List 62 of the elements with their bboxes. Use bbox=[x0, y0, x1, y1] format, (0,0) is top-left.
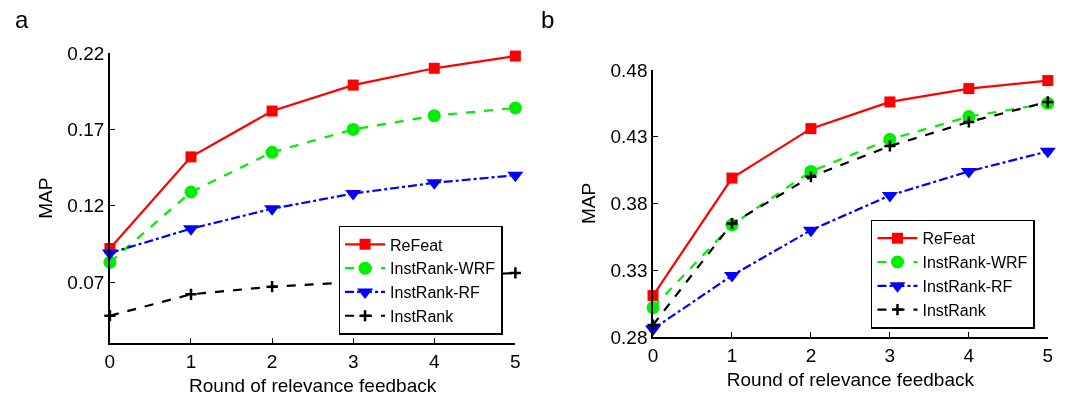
point bbox=[266, 105, 278, 117]
point bbox=[346, 122, 360, 136]
legend-label: InstRank-WRF bbox=[922, 254, 1028, 272]
x-axis-title: Round of relevance feedback bbox=[726, 368, 975, 390]
point bbox=[508, 101, 522, 115]
x-tick-label: 3 bbox=[884, 344, 896, 366]
point bbox=[802, 226, 819, 238]
x-tick-label: 4 bbox=[963, 344, 975, 366]
point bbox=[883, 139, 897, 153]
x-tick-label: 5 bbox=[1042, 344, 1054, 366]
chart-title: b bbox=[541, 6, 555, 33]
point bbox=[881, 191, 898, 203]
point bbox=[963, 83, 975, 95]
point bbox=[427, 109, 441, 123]
y-tick-label: 0.12 bbox=[67, 195, 105, 217]
y-tick-label: 0.38 bbox=[610, 193, 648, 215]
chart-title: a bbox=[15, 6, 29, 33]
x-tick-label: 3 bbox=[347, 350, 359, 372]
point bbox=[646, 318, 660, 332]
point bbox=[961, 115, 976, 129]
point bbox=[184, 185, 198, 199]
x-tick-label: 5 bbox=[510, 350, 521, 372]
y-tick-label: 0.43 bbox=[610, 126, 648, 148]
y-tick-label: 0.07 bbox=[67, 271, 105, 293]
x-tick-label: 4 bbox=[428, 350, 440, 372]
point bbox=[884, 96, 896, 108]
x-axis-title: Round of relevance feedback bbox=[189, 375, 437, 397]
y-axis-title: MAP bbox=[577, 182, 599, 225]
legend-label: InstRank-RF bbox=[922, 278, 1013, 296]
point bbox=[184, 287, 198, 302]
point bbox=[726, 172, 738, 184]
point bbox=[428, 62, 440, 74]
y-tick-label: 0.33 bbox=[610, 259, 648, 281]
point bbox=[347, 79, 359, 91]
point bbox=[805, 123, 817, 135]
point bbox=[960, 167, 977, 179]
legend-label: InstRank bbox=[922, 301, 987, 319]
y-tick-label: 0.48 bbox=[610, 59, 648, 81]
x-tick-label: 1 bbox=[726, 344, 738, 366]
legend-label: InstRank-RF bbox=[390, 284, 481, 302]
legend-label: ReFeat bbox=[922, 230, 976, 248]
x-tick-label: 2 bbox=[266, 350, 278, 372]
legend-label: InstRank-WRF bbox=[390, 260, 496, 278]
x-tick-label: 0 bbox=[104, 350, 116, 372]
x-tick-label: 2 bbox=[805, 344, 817, 366]
point bbox=[1039, 147, 1056, 159]
y-tick-label: 0.17 bbox=[67, 119, 105, 141]
y-tick-label: 0.28 bbox=[610, 326, 648, 348]
y-axis-title: MAP bbox=[34, 177, 56, 219]
point bbox=[265, 279, 279, 294]
point bbox=[804, 169, 818, 184]
x-tick-label: 0 bbox=[647, 344, 659, 366]
legend-label: ReFeat bbox=[390, 236, 444, 254]
point bbox=[185, 151, 197, 163]
point bbox=[507, 171, 524, 183]
point bbox=[509, 50, 521, 62]
legend-label: InstRank bbox=[390, 308, 455, 326]
y-tick-label: 0.22 bbox=[67, 42, 105, 64]
x-tick-label: 1 bbox=[185, 350, 197, 372]
point bbox=[1042, 75, 1054, 87]
point bbox=[265, 145, 279, 159]
point bbox=[508, 266, 523, 280]
